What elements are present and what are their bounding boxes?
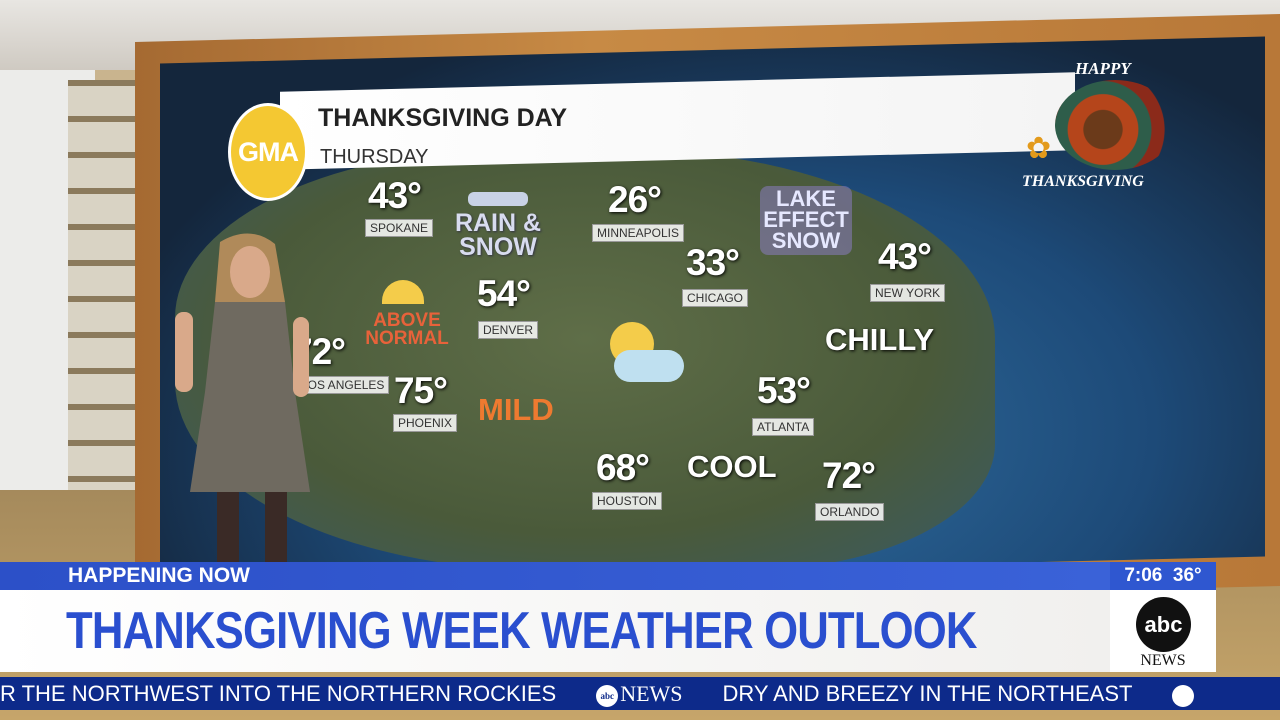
city-label-new-york: NEW YORK [870, 284, 946, 302]
map-title: THANKSGIVING DAY [318, 104, 568, 132]
condition-lake-effect-snow: LAKE EFFECT SNOW [760, 186, 852, 255]
temp-houston: 68° [596, 447, 650, 488]
temp-atlanta: 53° [757, 370, 811, 411]
time-temperature-box: 7:06 36° [1110, 562, 1216, 590]
logo-happy-text: HAPPY [1075, 59, 1131, 78]
city-label-houston: HOUSTON [592, 492, 662, 510]
condition-cool: COOL [687, 449, 777, 484]
abc-circle-icon: abc [596, 684, 619, 707]
city-label-spokane: SPOKANE [365, 219, 434, 237]
studio-shelf [68, 80, 148, 500]
logo-thanksgiving-text: THANKSGIVING [1022, 173, 1144, 190]
abc-logo: abc [1136, 597, 1191, 652]
snow-cloud-icon [468, 192, 528, 206]
headline: THANKSGIVING WEEK WEATHER OUTLOOK [66, 602, 977, 660]
ticker-logo-text: NEWS [620, 681, 683, 706]
abc-circle-icon [1172, 684, 1195, 707]
temp-phoenix: 75° [394, 370, 448, 411]
temp-chicago: 33° [686, 242, 740, 283]
abc-news-text: NEWS [1140, 652, 1186, 669]
ticker-abc-logo [1172, 677, 1196, 710]
ticker-abc-logo: abc NEWS [596, 677, 683, 710]
happening-now-bar: HAPPENING NOW [0, 562, 1110, 590]
city-label-chicago: CHICAGO [682, 289, 749, 307]
city-label-los-angeles: LOS ANGELES [296, 376, 390, 394]
city-label-orlando: ORLANDO [815, 503, 885, 521]
condition-above-normal: ABOVE NORMAL [365, 310, 449, 350]
temp-new-york: 43° [878, 236, 932, 277]
ticker-item: R THE NORTHWEST INTO THE NORTHERN ROCKIE… [0, 681, 557, 706]
news-ticker: R THE NORTHWEST INTO THE NORTHERN ROCKIE… [0, 677, 1280, 710]
map-subtitle: THURSDAY [320, 146, 429, 168]
city-label-phoenix: PHOENIX [393, 414, 458, 432]
current-temperature: 36° [1172, 565, 1202, 586]
temp-orlando: 72° [822, 455, 876, 496]
clock-time: 7:06 [1124, 565, 1163, 586]
temp-minneapolis: 26° [608, 179, 662, 220]
temp-denver: 54° [477, 273, 531, 314]
ticker-item: DRY AND BREEZY IN THE NORTHEAST [722, 681, 1133, 706]
city-label-atlanta: ATLANTA [752, 418, 815, 436]
condition-rain-snow: RAIN & SNOW [454, 209, 542, 261]
city-label-denver: DENVER [478, 321, 539, 339]
headline-bar [0, 590, 1110, 672]
us-map-land [175, 150, 995, 570]
city-label-minneapolis: MINNEAPOLIS [592, 224, 685, 242]
temp-spokane: 43° [368, 175, 422, 216]
maple-leaf-icon: ✿ [1026, 132, 1052, 165]
turkey-icon [1055, 80, 1175, 170]
condition-mild: MILD [478, 392, 554, 427]
condition-chilly: CHILLY [825, 322, 935, 357]
meteorologist [175, 233, 310, 562]
gma-logo: GMA [228, 103, 308, 201]
partly-cloudy-icon [614, 350, 684, 382]
